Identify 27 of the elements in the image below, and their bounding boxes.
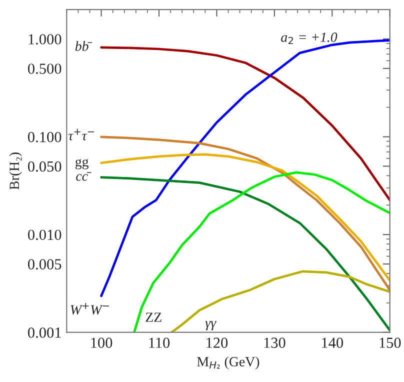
series-label: τ$^{+}$τ$^{−}$ (68, 128, 94, 140)
y-tick-label: 1.000 (28, 34, 62, 45)
x-axis-title: M$_{H₂}$ (GeV) (197, 356, 260, 370)
y-tick-label: 0.010 (28, 230, 62, 240)
y-tick-label: 0.001 (28, 327, 61, 338)
series-label: ZZ (146, 312, 162, 322)
line-series (170, 270, 390, 332)
y-tick-label: 0.500 (28, 64, 62, 74)
x-tick-label: 130 (264, 338, 286, 348)
x-tick-label: 110 (149, 338, 170, 348)
line-series (100, 46, 390, 202)
x-tick-label: 100 (91, 338, 112, 348)
line-series (100, 153, 390, 282)
y-tick-label: 0.050 (28, 161, 62, 172)
y-tick-label: 0.005 (28, 259, 62, 270)
y-axis-title: Br(H₂) (9, 152, 22, 190)
annotation: a$_{2}$ = +1.0 (281, 32, 338, 44)
series-label: cc̄ (76, 172, 92, 181)
y-tick-label: 0.100 (28, 132, 62, 142)
series-label: γγ (205, 320, 216, 330)
series-label: gg (75, 159, 89, 170)
line-series (100, 136, 390, 292)
series-label: bb̄ (75, 41, 92, 51)
x-tick-label: 140 (322, 338, 344, 348)
series-label: W$^{+}$W$^{−}$ (70, 302, 109, 315)
x-tick-label: 120 (206, 338, 228, 348)
x-tick-label: 150 (380, 338, 401, 348)
